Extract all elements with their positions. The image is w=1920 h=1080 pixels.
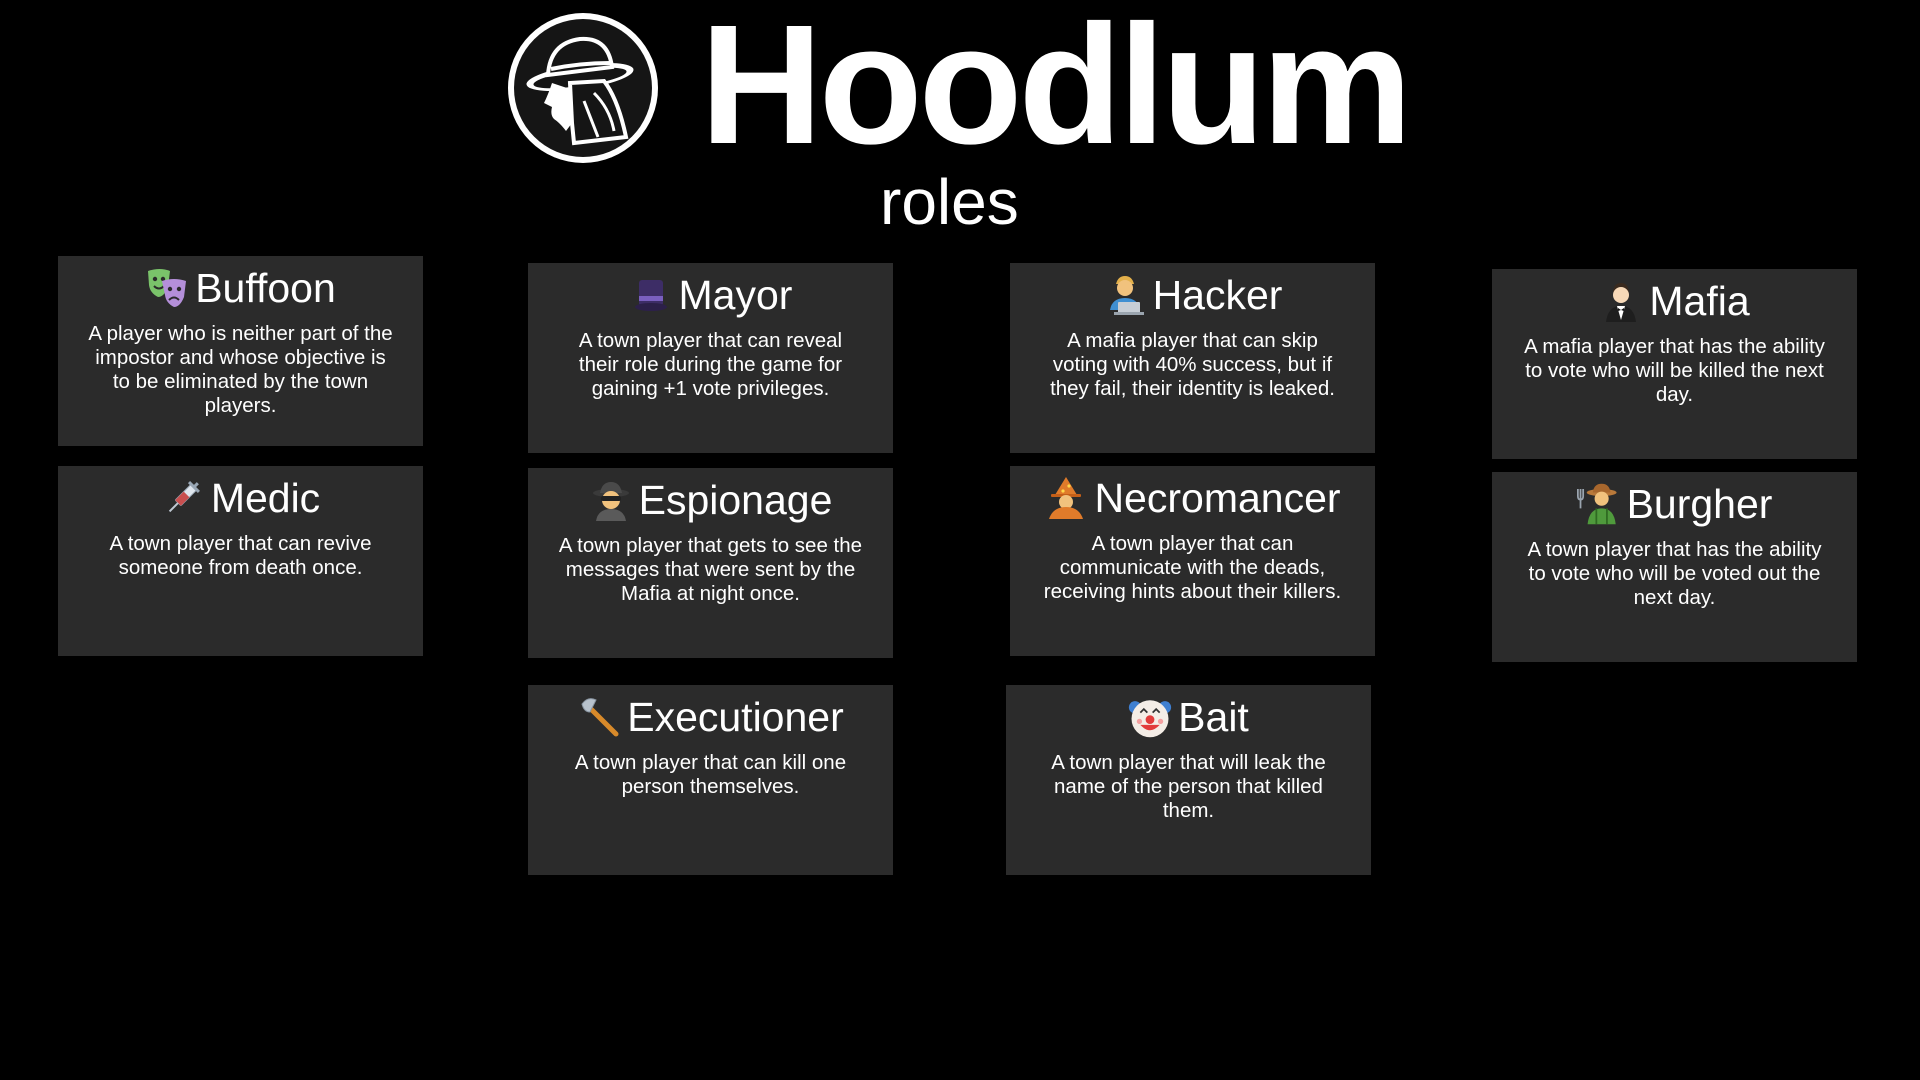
- role-description: A mafia player that can skip voting with…: [1050, 329, 1335, 400]
- syringe-icon: [161, 476, 205, 520]
- top-hat-icon: [629, 273, 673, 317]
- role-description: A town player that can revive someone fr…: [109, 532, 372, 579]
- role-card-mayor: Mayor A town player that can reveal thei…: [528, 263, 893, 453]
- role-card-medic: Medic A town player that can revive some…: [58, 466, 423, 656]
- role-card-buffoon: Buffoon A player who is neither part of …: [58, 256, 423, 446]
- app-subtitle: roles: [880, 166, 1019, 238]
- axe-icon: [577, 695, 621, 739]
- technologist-icon: [1103, 273, 1147, 317]
- role-name: Burgher: [1626, 480, 1773, 527]
- spy-icon: [589, 478, 633, 522]
- theater-masks-icon: [145, 266, 189, 310]
- role-name: Espionage: [638, 476, 833, 523]
- app-title: Hoodlum: [700, 0, 1413, 180]
- farmer-icon: [1576, 482, 1621, 526]
- role-name: Medic: [210, 474, 321, 521]
- role-name: Hacker: [1152, 271, 1283, 318]
- role-description: A town player that can reveal their role…: [578, 329, 843, 400]
- role-description: A player who is neither part of the impo…: [88, 322, 393, 417]
- role-card-necromancer: Necromancer A town player that can commu…: [1010, 466, 1375, 656]
- clown-face-icon: [1128, 695, 1172, 739]
- role-name: Mayor: [678, 271, 793, 318]
- role-card-hacker: Hacker A mafia player that can skip voti…: [1010, 263, 1375, 453]
- role-card-executioner: Executioner A town player that can kill …: [528, 685, 893, 875]
- role-card-burgher: Burgher A town player that has the abili…: [1492, 472, 1857, 662]
- role-name: Executioner: [627, 693, 844, 740]
- role-card-mafia: Mafia A mafia player that has the abilit…: [1492, 269, 1857, 459]
- hooded-detective-icon: [508, 13, 658, 163]
- role-name: Mafia: [1649, 277, 1750, 324]
- role-description: A town player that has the ability to vo…: [1527, 538, 1822, 609]
- role-name: Necromancer: [1094, 474, 1341, 521]
- man-in-tuxedo-icon: [1599, 279, 1643, 323]
- role-description: A town player that can communicate with …: [1043, 532, 1342, 603]
- role-name: Bait: [1178, 693, 1249, 740]
- role-card-bait: Bait A town player that will leak the na…: [1006, 685, 1371, 875]
- role-description: A mafia player that has the ability to v…: [1524, 335, 1825, 406]
- role-description: A town player that will leak the name of…: [1051, 751, 1326, 822]
- role-name: Buffoon: [195, 264, 336, 311]
- role-card-espionage: Espionage A town player that gets to see…: [528, 468, 893, 658]
- role-description: A town player that can kill one person t…: [574, 751, 847, 798]
- role-description: A town player that gets to see the messa…: [558, 534, 863, 605]
- mage-icon: [1044, 476, 1088, 520]
